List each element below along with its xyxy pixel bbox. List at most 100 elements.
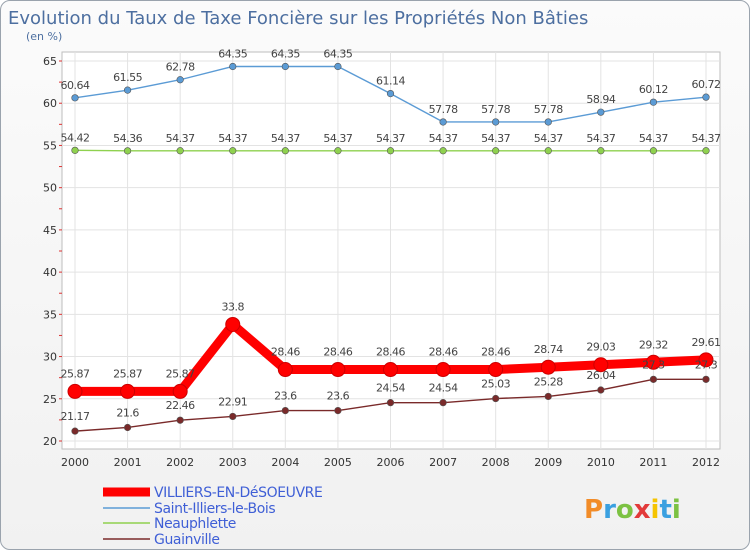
data-label: 28.46 [323,346,352,359]
proxiti-logo-text: Proxiti [584,495,681,525]
data-label: 28.46 [376,346,405,359]
chart-subtitle: (en %) [26,30,62,43]
x-tick-label: 2004 [271,456,299,469]
data-point [176,416,184,424]
data-point [330,362,346,378]
data-label: 28.46 [429,346,458,359]
data-label: 64.35 [218,47,247,60]
data-label: 54.37 [166,132,195,145]
proxiti-logo: Proxiti [584,495,681,525]
data-label: 25.03 [481,378,510,391]
y-tick-label: 40 [43,266,57,279]
data-label: 27.3 [642,358,665,371]
data-label: 54.37 [376,132,405,145]
x-tick-label: 2003 [219,456,247,469]
data-point [334,147,342,155]
data-label: 54.37 [323,132,352,145]
data-point [172,383,188,399]
data-point [488,362,504,378]
data-label: 22.46 [166,399,195,412]
data-label: 54.37 [692,132,721,145]
x-tick-label: 2000 [61,456,89,469]
data-label: 29.03 [586,341,615,354]
y-tick-label: 20 [43,435,57,448]
data-point [702,375,710,383]
data-label: 22.91 [218,395,247,408]
series-group [67,62,714,435]
data-label: 29.32 [639,338,668,351]
data-point [71,146,79,154]
data-point [649,375,658,383]
x-tick-label: 2002 [166,456,194,469]
legend-label: Neauphlette [154,516,236,532]
y-tick-label: 55 [43,139,57,152]
data-label: 23.6 [274,390,297,403]
chart-title: Evolution du Taux de Taxe Foncière sur l… [8,8,588,29]
data-label: 54.37 [586,132,615,145]
data-point [540,359,556,375]
data-point [386,399,395,407]
x-tick-label: 2005 [324,456,352,469]
data-label: 28.74 [534,343,563,356]
data-point [439,118,447,126]
y-tick-label: 65 [43,55,57,68]
data-point [281,147,289,155]
data-label: 28.46 [481,346,510,359]
data-label: 23.6 [327,390,350,403]
data-label: 24.54 [429,382,458,395]
data-point [229,147,237,155]
legend-label: Guainville [154,532,220,548]
data-point [649,147,658,155]
data-point [544,392,552,401]
data-label: 61.14 [376,75,405,88]
data-point [120,383,136,399]
data-point [597,386,605,394]
data-label: 24.54 [376,382,405,395]
data-label: 61.55 [113,71,142,84]
data-point [229,62,237,71]
data-point [439,147,447,155]
data-label: 54.37 [218,132,247,145]
data-label: 21.6 [116,406,139,419]
data-label: 62.78 [166,61,195,74]
data-label: 25.87 [61,367,90,380]
data-point [593,357,609,373]
data-point [71,427,79,435]
data-label: 57.78 [534,103,563,116]
data-point [277,362,293,378]
axis-ticks: 20 25 30 35 40 45 50 55 60 65 2000 2001 2002 2003 2004… [43,55,720,469]
x-tick-label: 2008 [482,456,510,469]
data-labels: 25.87 25.87 25.87 33.8 28.46 28.46 28.46 28.46 2… [61,47,722,423]
data-point [67,383,83,399]
x-tick-label: 2012 [692,456,720,469]
data-point [439,399,447,407]
data-point [645,354,661,370]
legend: VILLIERS-EN-DéSOEUVRESaint-Illiers-le-Bo… [103,485,323,548]
data-point [229,412,237,421]
legend-label: Saint-Illiers-le-Bois [154,501,275,517]
data-label: 21.17 [61,410,90,423]
data-label: 25.28 [534,375,563,388]
data-label: 54.37 [271,132,300,145]
data-label: 25.87 [113,367,142,380]
data-point [702,93,710,101]
data-label: 54.37 [534,132,563,145]
data-point [597,147,605,155]
data-label: 64.35 [271,47,300,60]
x-tick-label: 2011 [639,456,667,469]
data-label: 57.78 [429,103,458,116]
data-label: 54.37 [481,132,510,145]
data-label: 58.94 [586,93,615,106]
data-label: 57.78 [481,103,510,116]
data-point [492,394,500,403]
data-point [176,147,184,155]
data-point [492,147,500,155]
data-label: 54.36 [113,132,142,145]
x-tick-label: 2009 [534,456,562,469]
data-point [383,362,398,378]
data-label: 28.46 [271,346,300,359]
x-tick-label: 2010 [587,456,615,469]
data-point [225,316,241,332]
data-label: 27.3 [695,358,718,371]
